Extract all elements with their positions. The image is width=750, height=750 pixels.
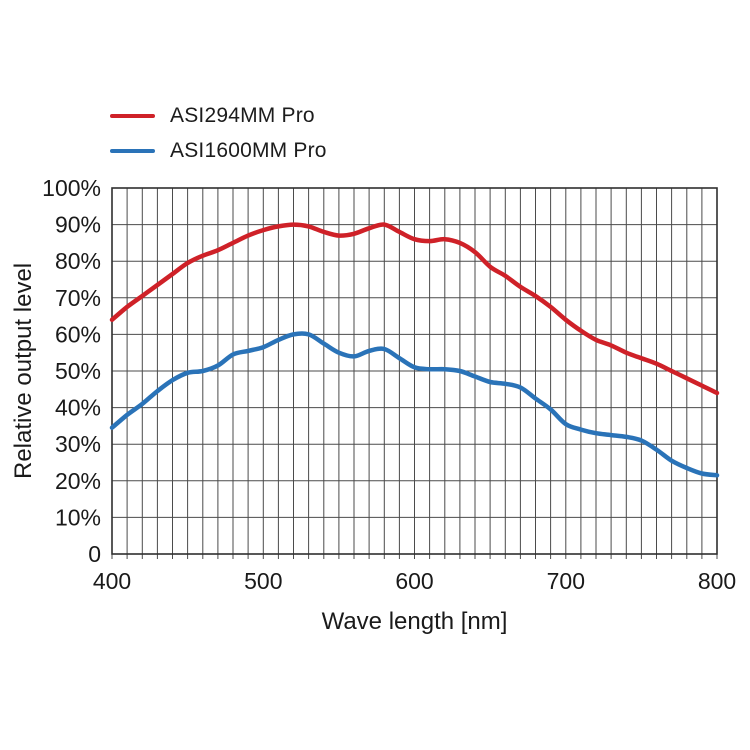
x-axis-title: Wave length [nm] bbox=[321, 608, 508, 635]
x-tick-label: 600 bbox=[395, 568, 433, 594]
x-tick-label: 400 bbox=[93, 568, 131, 594]
grid-lines bbox=[111, 187, 718, 559]
series-line-asi1600mm-pro bbox=[109, 331, 720, 478]
y-tick-label: 20% bbox=[55, 468, 101, 494]
x-tick-label: 700 bbox=[547, 568, 585, 594]
y-tick-label: 80% bbox=[55, 248, 101, 274]
legend-line-blue bbox=[110, 148, 155, 153]
legend-item-asi294mm-pro: ASI294MM Pro bbox=[110, 98, 327, 133]
tick-labels: 400 500 600 700 800 100% 90% 80% 70% 60% 50% 40% 30%… bbox=[42, 175, 736, 594]
y-tick-label: 50% bbox=[55, 358, 101, 384]
y-tick-label: 30% bbox=[55, 431, 101, 457]
y-tick-label: 70% bbox=[55, 285, 101, 311]
y-tick-label: 10% bbox=[55, 504, 101, 530]
legend-item-asi1600mm-pro: ASI1600MM Pro bbox=[110, 133, 327, 168]
y-tick-label: 40% bbox=[55, 395, 101, 421]
y-tick-label: 60% bbox=[55, 321, 101, 347]
x-tick-label: 800 bbox=[698, 568, 736, 594]
x-tick-label: 500 bbox=[244, 568, 282, 594]
legend-label: ASI1600MM Pro bbox=[170, 138, 327, 162]
y-tick-label: 100% bbox=[42, 175, 101, 201]
series-line-asi294mm-pro bbox=[109, 222, 720, 396]
plot-border bbox=[111, 187, 718, 555]
legend-line-red bbox=[110, 113, 155, 118]
y-tick-label: 90% bbox=[55, 212, 101, 238]
y-tick-label: 0 bbox=[88, 541, 101, 567]
legend-label: ASI294MM Pro bbox=[170, 103, 315, 127]
legend: ASI294MM Pro ASI1600MM Pro bbox=[110, 98, 327, 168]
